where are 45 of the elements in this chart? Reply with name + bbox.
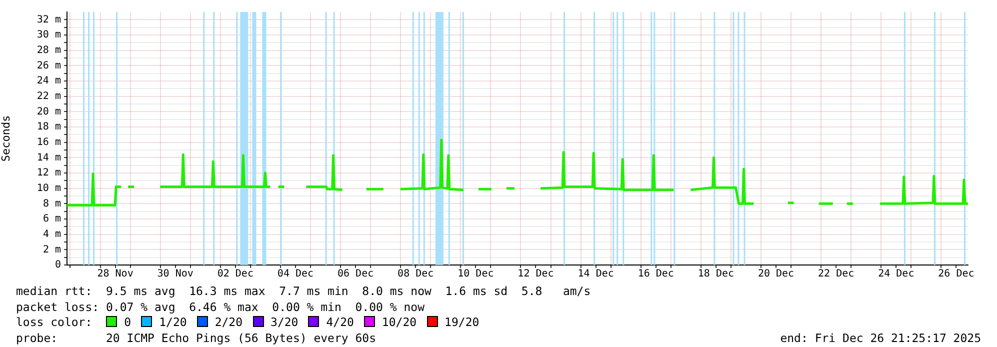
legend-title: loss color:: [16, 315, 92, 329]
x-tick-label: 06 Dec: [337, 268, 374, 280]
y-tick-label: 0: [54, 260, 61, 271]
x-tick-label: 26 Dec: [938, 268, 974, 280]
x-tick-label: 18 Dec: [698, 268, 734, 280]
y-axis-title: Seconds: [0, 115, 12, 162]
y-tick-label: 4 m: [42, 228, 61, 240]
x-tick-label: 30 Nov: [157, 268, 194, 280]
y-tick-label: 20 m: [36, 106, 61, 118]
legend-label: 2/20: [214, 315, 243, 329]
y-tick-label: 14 m: [36, 152, 61, 164]
x-tick-label: 20 Dec: [758, 268, 794, 280]
y-tick-label: 16 m: [36, 136, 61, 148]
y-tick-label: 30 m: [36, 30, 61, 41]
x-tick-label: 08 Dec: [398, 268, 434, 280]
x-tick-label: 10 Dec: [458, 268, 494, 280]
text: probe: 20 ICMP Echo Pings (56 Bytes) every 60s: [16, 330, 378, 346]
legend-label: 0: [124, 315, 132, 329]
text: end: Fri Dec 26 21:25:17 2025: [780, 330, 981, 344]
legend-label: 3/20: [270, 315, 298, 329]
legend-label: 4/20: [326, 315, 354, 329]
legend-label: 10/20: [382, 315, 417, 329]
y-tick-label: 6 m: [42, 214, 61, 225]
y-tick-label: 10 m: [36, 182, 61, 194]
x-tick-label: 24 Dec: [878, 268, 914, 280]
legend-label: 19/20: [444, 315, 480, 329]
y-tick-label: 12 m: [36, 168, 61, 179]
y-tick-label: 2 m: [42, 244, 61, 256]
x-tick-label: 12 Dec: [518, 268, 554, 280]
x-tick-label: 28 Nov: [97, 268, 134, 280]
y-tick-label: 18 m: [36, 122, 61, 133]
x-tick-label: 04 Dec: [277, 268, 314, 280]
text: median rtt: 9.5 ms avg 16.3 ms max 7.7 ms min 8.0 ms now 1.6 ms sd 5.8 am/s: [16, 284, 591, 300]
x-tick-label: 22 Dec: [818, 268, 854, 280]
x-tick-label: 02 Dec: [217, 268, 254, 280]
x-tick-label: 14 Dec: [578, 268, 614, 280]
legend-label: 1/20: [159, 315, 187, 329]
y-tick-label: 28 m: [36, 44, 61, 56]
y-tick-label: 8 m: [42, 198, 61, 210]
y-tick-label: 32 m: [36, 14, 61, 26]
text: packet loss: 0.07 % avg 6.46 % max 0.00 % min 0.00 % now: [16, 300, 426, 315]
y-tick-label: 22 m: [36, 90, 61, 102]
y-tick-label: 26 m: [36, 60, 61, 72]
x-tick-label: 16 Dec: [638, 268, 674, 280]
y-tick-label: 24 m: [36, 76, 61, 87]
